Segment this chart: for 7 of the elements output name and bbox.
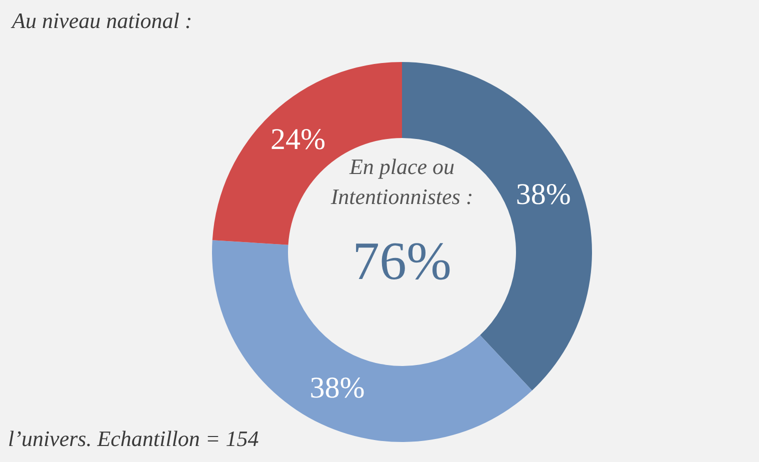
text: 76%: [352, 230, 452, 292]
data-label: 38%: [516, 178, 571, 211]
data-label: 38%: [310, 371, 365, 404]
text: l’univers. Echantillon = 154: [8, 426, 259, 452]
text: En place ou Intentionnistes :: [330, 154, 474, 209]
data-label: 24%: [270, 123, 326, 156]
chart-title: Au niveau national :: [12, 8, 192, 34]
